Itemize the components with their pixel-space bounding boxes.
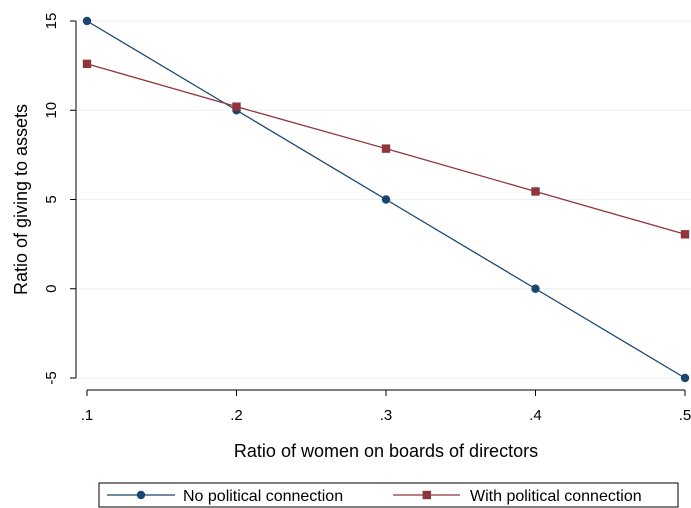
data-point-with-political-connection [232,102,241,111]
y-tick-label: 10 [43,102,60,119]
data-point-no-political-connection [381,195,391,204]
y-tick-label: 15 [43,13,60,30]
y-tick-label: 0 [43,285,60,293]
data-point-with-political-connection [82,59,92,69]
x-tick-label: .4 [529,407,542,424]
series-markers [82,16,690,383]
legend-label-no-political-connection: No political connection [183,488,343,505]
legend: No political connection With political c… [98,482,679,508]
data-point-no-political-connection [531,284,540,293]
y-axis-title: Ratio of giving to assets [11,104,31,295]
y-axis-ticks: -5 0 5 10 15 [43,13,76,385]
x-tick-label: .3 [380,407,393,424]
legend-marker-with-political-connection [422,490,431,500]
x-tick-label: .1 [81,407,94,424]
legend-label-with-political-connection: With political connection [470,488,642,505]
data-point-with-political-connection [680,230,690,239]
data-point-no-political-connection [82,16,92,26]
legend-box [98,482,679,508]
y-tick-label: 5 [43,195,60,203]
legend-marker-no-political-connection [136,490,146,500]
data-point-with-political-connection [381,144,391,153]
data-point-no-political-connection [680,373,690,383]
y-tick-label: -5 [43,371,60,384]
x-tick-label: .2 [230,407,243,424]
x-tick-label: .5 [679,407,691,424]
x-axis-ticks: .1 .2 .3 .4 .5 [81,390,691,424]
data-point-with-political-connection [531,187,540,196]
x-axis-title: Ratio of women on boards of directors [234,441,538,461]
